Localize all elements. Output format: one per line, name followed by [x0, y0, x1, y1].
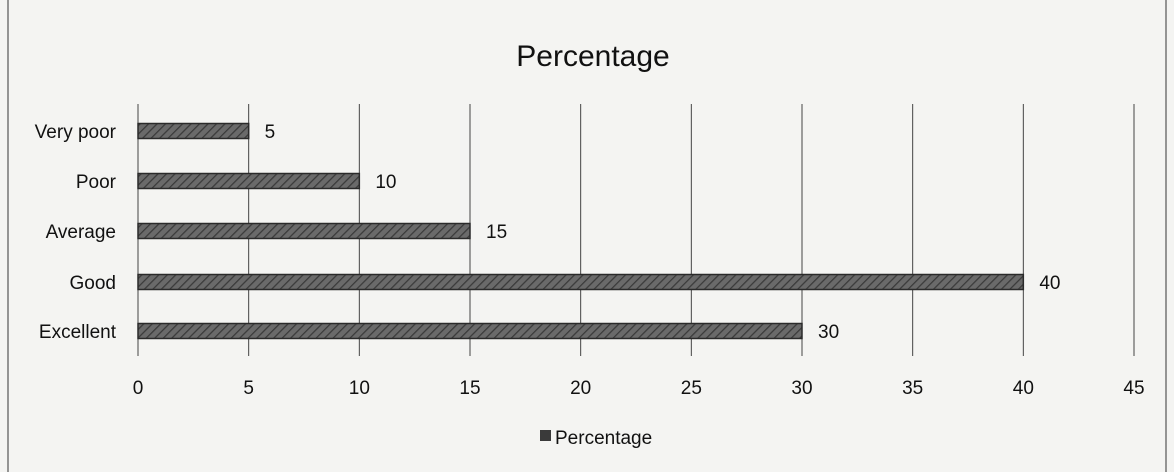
bars: [137, 122, 1025, 340]
x-tick-label: 20: [570, 378, 591, 399]
x-tick-label: 0: [133, 378, 144, 399]
bar-excellent: [137, 322, 803, 340]
x-tick-label: 35: [902, 378, 923, 399]
legend-swatch: [540, 430, 551, 441]
data-label: 15: [486, 222, 507, 243]
data-label: 5: [265, 122, 276, 143]
legend: Percentage: [540, 428, 652, 449]
x-tick-label: 30: [791, 378, 812, 399]
x-tick-label: 15: [459, 378, 480, 399]
legend-label: Percentage: [555, 428, 652, 449]
data-label: 10: [375, 172, 396, 193]
bar-very-poor: [137, 122, 250, 140]
data-labels: 5 10 15 40 30: [265, 122, 1061, 343]
bar-average: [137, 222, 471, 240]
category-label: Good: [70, 273, 116, 294]
category-label: Average: [46, 222, 116, 243]
x-tick-label: 45: [1123, 378, 1144, 399]
bar-good: [137, 273, 1025, 291]
x-tick-label: 5: [243, 378, 254, 399]
data-label: 40: [1039, 273, 1060, 294]
category-label: Very poor: [35, 122, 117, 143]
x-tick-label: 40: [1013, 378, 1034, 399]
category-labels: Very poor Poor Average Good Excellent: [35, 122, 117, 343]
chart-title: Percentage: [516, 40, 669, 73]
category-label: Excellent: [39, 322, 117, 343]
x-tick-label: 10: [349, 378, 370, 399]
x-tick-label: 25: [681, 378, 702, 399]
category-label: Poor: [76, 172, 117, 193]
x-tick-labels: 0 5 10 15 20 25 30 35 40 45: [133, 378, 1145, 399]
data-label: 30: [818, 322, 839, 343]
bar-poor: [137, 172, 361, 190]
